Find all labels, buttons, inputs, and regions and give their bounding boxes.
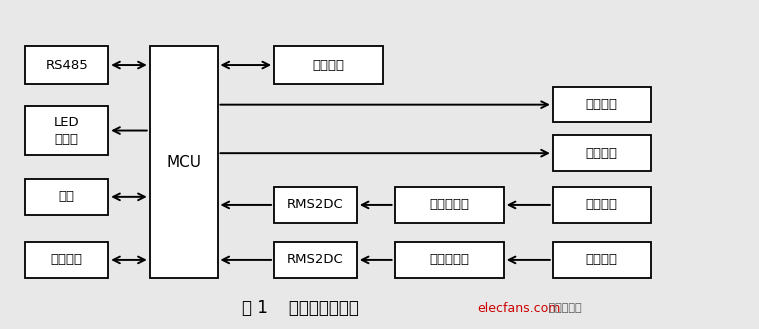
- Bar: [25, 46, 109, 84]
- Bar: [553, 187, 650, 223]
- Bar: [274, 46, 383, 84]
- Text: 霍尔传感器: 霍尔传感器: [429, 198, 469, 212]
- Bar: [25, 106, 109, 155]
- Bar: [274, 242, 357, 278]
- Text: elecfans.com: elecfans.com: [477, 302, 561, 315]
- Text: 动作输出: 动作输出: [586, 147, 618, 160]
- Text: 三路电流: 三路电流: [586, 253, 618, 266]
- Text: MCU: MCU: [166, 155, 201, 169]
- Bar: [553, 87, 650, 122]
- Bar: [25, 179, 109, 215]
- Text: 图 1    系统原理结构图: 图 1 系统原理结构图: [242, 299, 359, 317]
- Text: 霍尔传感器: 霍尔传感器: [429, 253, 469, 266]
- Text: 电子发烧友: 电子发烧友: [545, 303, 582, 314]
- Bar: [395, 187, 504, 223]
- Bar: [150, 46, 218, 278]
- Bar: [395, 242, 504, 278]
- Text: RMS2DC: RMS2DC: [287, 253, 344, 266]
- Text: RS485: RS485: [46, 59, 88, 71]
- Bar: [274, 187, 357, 223]
- Bar: [25, 242, 109, 278]
- Text: LED
指示灯: LED 指示灯: [54, 115, 80, 145]
- Text: 报警输出: 报警输出: [586, 98, 618, 111]
- Bar: [553, 136, 650, 171]
- Text: 三路电压: 三路电压: [586, 198, 618, 212]
- Text: 液晶显示: 液晶显示: [313, 59, 345, 71]
- Text: RMS2DC: RMS2DC: [287, 198, 344, 212]
- Bar: [553, 242, 650, 278]
- Text: 实时时钟: 实时时钟: [51, 253, 83, 266]
- Text: 键盘: 键盘: [58, 190, 75, 203]
